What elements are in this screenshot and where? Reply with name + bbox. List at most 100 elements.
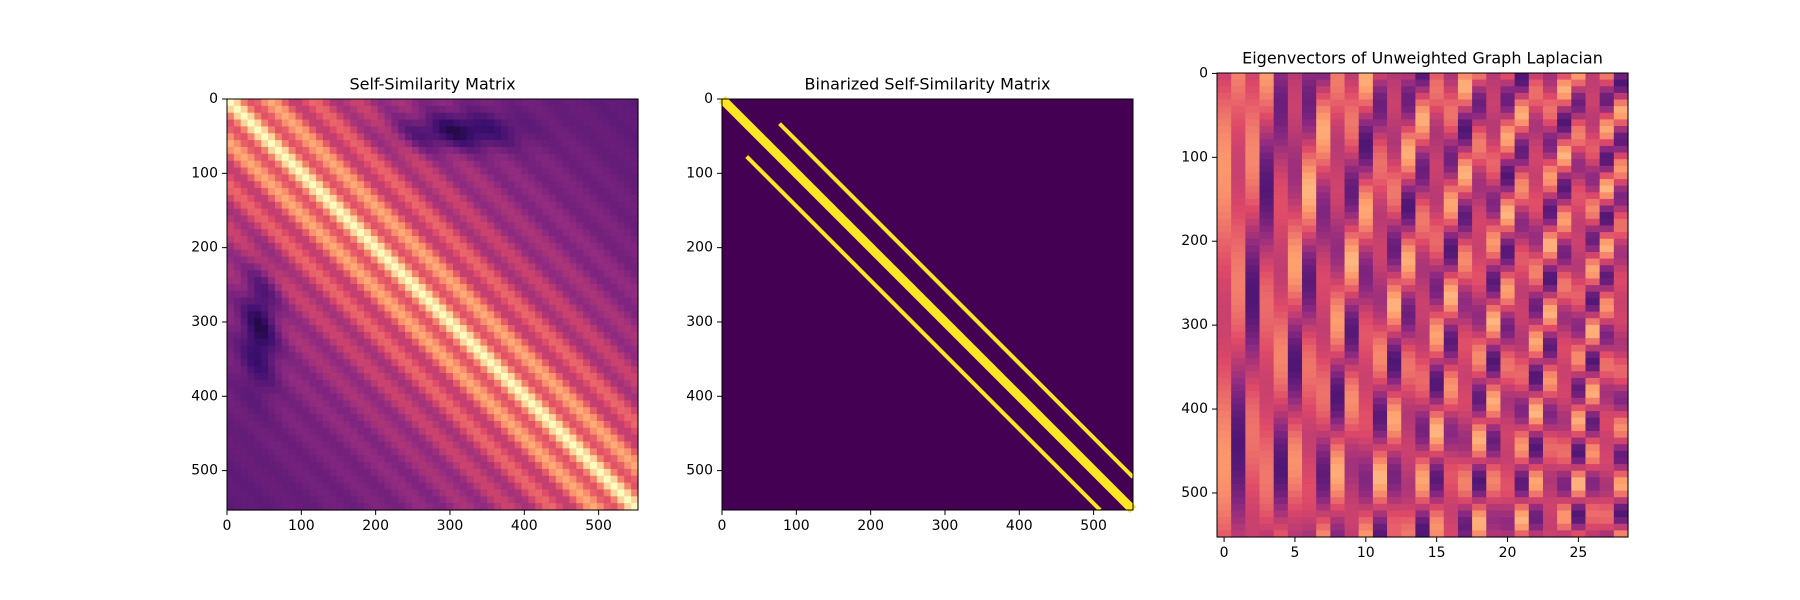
heatmap-cell	[1387, 198, 1402, 207]
heatmap-cell	[542, 277, 550, 285]
heatmap-cell	[583, 386, 591, 395]
heatmap-cell	[309, 366, 317, 374]
heatmap-cell	[548, 290, 557, 299]
heatmap-cell	[514, 455, 523, 463]
heatmap-cell	[274, 119, 283, 127]
heatmap-cell	[418, 496, 427, 504]
heatmap-cell	[425, 263, 434, 271]
heatmap-cell	[336, 318, 345, 326]
heatmap-cell	[322, 496, 331, 504]
heatmap-cell	[1457, 450, 1473, 459]
heatmap-cell	[233, 311, 242, 319]
heatmap-cell	[1302, 344, 1317, 352]
heatmap-cell	[501, 194, 509, 203]
heatmap-cell	[1457, 86, 1473, 94]
heatmap-cell	[350, 133, 358, 141]
heatmap-cell	[370, 366, 379, 374]
heatmap-cell	[350, 407, 358, 415]
heatmap-cell	[1217, 251, 1232, 260]
heatmap-cell	[247, 482, 255, 491]
heatmap-cell	[446, 352, 454, 360]
heatmap-cell	[1387, 192, 1402, 200]
heatmap-cell	[624, 386, 632, 395]
heatmap-cell	[364, 249, 372, 258]
heatmap-cell	[1457, 119, 1473, 127]
heatmap-cell	[274, 434, 283, 443]
heatmap-cell	[261, 153, 269, 162]
heatmap-cell	[1287, 179, 1303, 187]
heatmap-cell	[432, 256, 440, 264]
heatmap-cell	[1372, 251, 1388, 260]
heatmap-cell	[459, 283, 468, 292]
heatmap-cell	[617, 366, 625, 374]
heatmap-cell	[1401, 311, 1417, 319]
heatmap-cell	[1231, 145, 1246, 154]
heatmap-cell	[1472, 205, 1487, 213]
heatmap-cell	[268, 290, 276, 299]
heatmap-cell	[459, 359, 468, 367]
heatmap-cell	[459, 434, 468, 443]
heatmap-cell	[322, 489, 331, 497]
heatmap-cell	[350, 249, 358, 258]
heatmap-cell	[1415, 99, 1431, 107]
heatmap-cell	[247, 441, 255, 449]
heatmap-cell	[1358, 212, 1374, 220]
heatmap-cell	[425, 420, 434, 429]
heatmap-cell	[1217, 119, 1232, 127]
heatmap-cell	[1330, 397, 1346, 406]
heatmap-cell	[405, 434, 413, 443]
heatmap-cell	[377, 249, 386, 258]
heatmap-cell	[473, 311, 482, 319]
heatmap-cell	[446, 325, 454, 333]
heatmap-cell	[1429, 457, 1445, 465]
heatmap-cell	[247, 338, 255, 347]
heatmap-cell	[329, 338, 338, 347]
heatmap-cell	[1231, 245, 1246, 253]
heatmap-cell	[631, 482, 639, 491]
heatmap-cell	[295, 489, 303, 497]
heatmap-cell	[432, 325, 440, 333]
heatmap-cell	[501, 400, 509, 408]
heatmap-cell	[446, 181, 454, 189]
heatmap-cell	[1472, 464, 1487, 472]
heatmap-cell	[535, 318, 543, 326]
heatmap-cell	[466, 249, 475, 258]
heatmap-cell	[1330, 371, 1346, 379]
heatmap-cell	[459, 126, 468, 134]
heatmap-cell	[631, 489, 639, 497]
heatmap-cell	[1372, 305, 1388, 313]
heatmap-cell	[610, 277, 619, 285]
heatmap-cell	[336, 181, 345, 189]
heatmap-cell	[624, 297, 632, 306]
heatmap-cell	[590, 427, 598, 436]
heatmap-cell	[350, 318, 358, 326]
heatmap-cell	[617, 373, 625, 381]
heatmap-cell	[480, 304, 488, 312]
heatmap-cell	[569, 201, 577, 210]
heatmap-cell	[596, 503, 605, 511]
heatmap-cell	[384, 393, 392, 401]
heatmap-cell	[555, 455, 564, 463]
heatmap-cell	[336, 99, 345, 107]
heatmap-cell	[418, 297, 427, 306]
heatmap-cell	[1344, 397, 1360, 406]
heatmap-cell	[473, 270, 482, 278]
heatmap-cell	[562, 277, 571, 285]
heatmap-cell	[1415, 92, 1431, 101]
heatmap-cell	[1401, 185, 1417, 193]
heatmap-cell	[569, 181, 577, 189]
heatmap-cell	[357, 359, 365, 367]
heatmap-cell	[309, 126, 317, 134]
heatmap-cell	[596, 475, 605, 484]
heatmap-cell	[480, 496, 488, 504]
heatmap-cell	[1415, 119, 1431, 127]
heatmap-cell	[1259, 251, 1275, 260]
heatmap-cell	[535, 366, 543, 374]
heatmap-cell	[1245, 119, 1261, 127]
heatmap-cell	[596, 496, 605, 504]
heatmap-cell	[295, 475, 303, 484]
heatmap-cell	[274, 379, 283, 388]
heatmap-cell	[480, 475, 488, 484]
heatmap-cell	[466, 215, 475, 223]
heatmap-cell	[227, 448, 235, 456]
